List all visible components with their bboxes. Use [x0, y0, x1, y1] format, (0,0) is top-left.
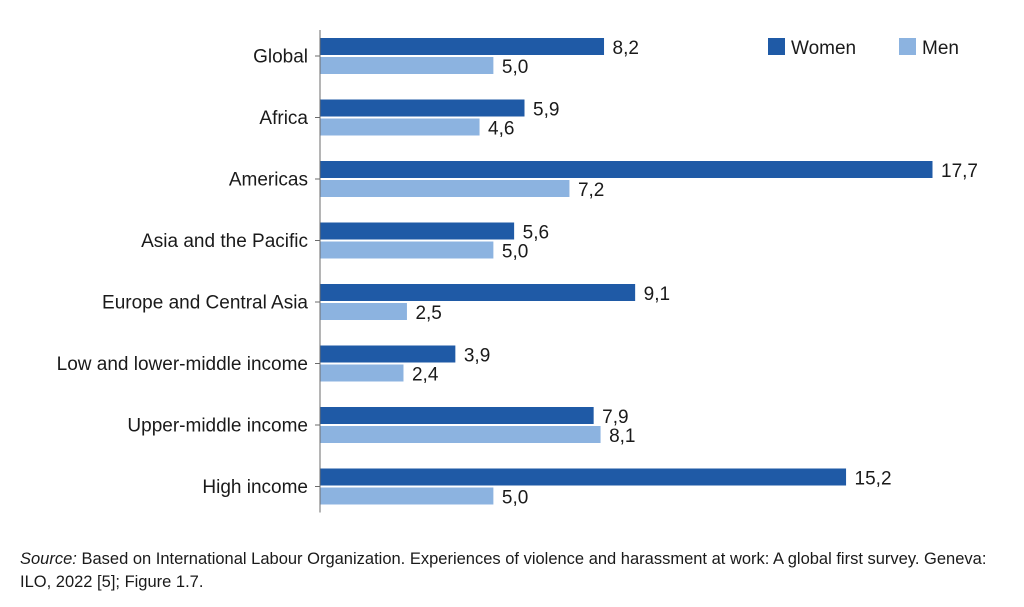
legend-label-men: Men [922, 38, 959, 59]
bar-women [320, 284, 636, 301]
bar-men [320, 487, 494, 505]
category-label: Europe and Central Asia [102, 293, 308, 314]
legend-swatch-men [899, 38, 916, 55]
bar-women [320, 468, 847, 486]
data-label-women: 8,2 [613, 38, 639, 59]
data-label-men: 4,6 [488, 119, 514, 140]
data-label-women: 9,1 [644, 284, 670, 305]
data-label-men: 5,0 [502, 57, 528, 78]
data-label-women: 7,9 [602, 407, 628, 428]
data-label-women: 15,2 [855, 469, 892, 490]
source-text: Based on International Labour Organizati… [20, 550, 987, 591]
category-label: Global [253, 47, 308, 68]
bar-women [320, 407, 594, 424]
category-label: Low and lower-middle income [57, 354, 308, 375]
bar-women [320, 222, 515, 240]
data-label-men: 5,0 [502, 488, 528, 509]
bar-men [320, 426, 601, 443]
category-label: Africa [259, 108, 308, 129]
bar-men [320, 241, 494, 259]
data-label-women: 5,9 [533, 100, 559, 121]
legend: Women Men [768, 38, 959, 59]
data-label-men: 2,5 [415, 303, 441, 324]
source-prefix: Source: [20, 550, 77, 568]
data-label-men: 8,1 [609, 426, 635, 447]
bar-chart: Global Africa Americas Asia and the Pacific… [57, 30, 978, 513]
bar-men [320, 303, 407, 320]
data-label-men: 5,0 [502, 242, 528, 263]
source-note: Source: Based on International Labour Or… [20, 548, 1010, 594]
category-label: Americas [229, 170, 308, 191]
category-label: Asia and the Pacific [141, 231, 308, 252]
bar-women [320, 345, 456, 363]
legend-swatch-women [768, 38, 785, 55]
data-label-women: 5,6 [523, 223, 549, 244]
bar-women [320, 38, 605, 55]
bar-men [320, 118, 480, 136]
bar-men [320, 180, 570, 197]
category-label: Upper-middle income [127, 416, 308, 437]
category-label: High income [202, 477, 308, 498]
bar-men [320, 57, 494, 74]
data-label-men: 7,2 [578, 180, 604, 201]
bar-men [320, 364, 404, 382]
bar-women [320, 99, 525, 117]
data-label-women: 17,7 [941, 161, 978, 182]
data-label-women: 3,9 [464, 346, 490, 367]
bar-women [320, 161, 933, 178]
data-label-men: 2,4 [412, 365, 439, 386]
legend-label-women: Women [791, 38, 856, 59]
